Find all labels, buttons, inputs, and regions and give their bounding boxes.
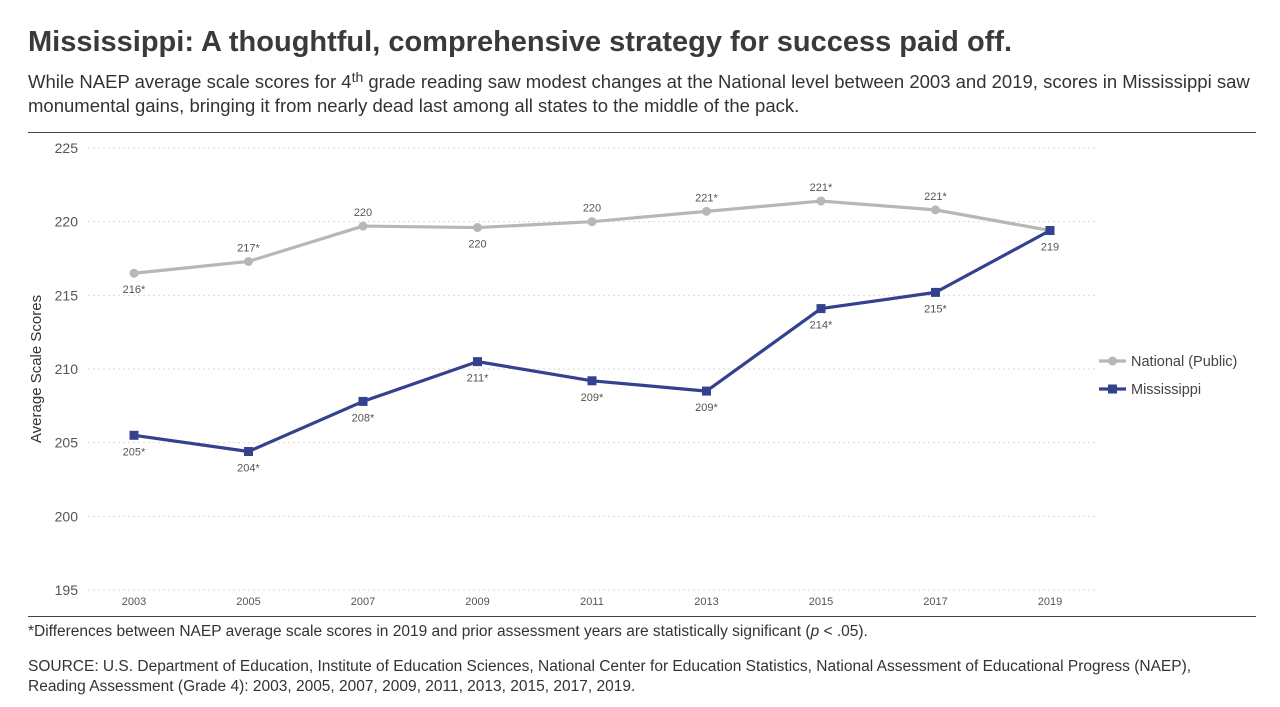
y-tick-label: 205 — [55, 435, 79, 451]
data-point — [931, 205, 940, 215]
y-tick-label: 215 — [55, 287, 79, 303]
significance-note: *Differences between NAEP average scale … — [28, 623, 868, 641]
y-tick-label: 195 — [55, 582, 79, 598]
data-label: 221* — [810, 182, 833, 194]
series-line — [133, 229, 1051, 454]
data-label: 205* — [123, 446, 146, 458]
data-point — [244, 447, 253, 457]
x-tick-label: 2017 — [923, 596, 947, 608]
subtitle-text-2: grade reading saw modest changes at the … — [28, 71, 1250, 116]
source-note: SOURCE: U.S. Department of Education, In… — [28, 658, 1192, 695]
data-point — [358, 396, 368, 406]
data-label: 214* — [810, 320, 833, 332]
note-text-2: < .05). — [819, 623, 868, 640]
y-tick-label: 220 — [55, 214, 79, 230]
data-label: 221* — [695, 192, 718, 204]
data-label: 211* — [467, 373, 490, 385]
data-point — [702, 206, 711, 216]
data-label: 216* — [123, 284, 146, 296]
bottom-divider — [28, 616, 1256, 617]
chart-title: Mississippi: A thoughtful, comprehensive… — [28, 26, 1013, 58]
x-tick-label: 2015 — [809, 596, 833, 608]
data-label: 215* — [924, 303, 947, 315]
data-point — [473, 223, 482, 233]
data-label: 220 — [583, 203, 601, 215]
data-point — [244, 256, 253, 266]
data-label: 220 — [468, 239, 486, 251]
data-label: 209* — [695, 402, 718, 414]
x-tick-label: 2007 — [351, 596, 375, 608]
data-point — [587, 376, 597, 386]
data-point — [473, 357, 482, 367]
data-point — [129, 268, 139, 278]
x-tick-label: 2009 — [465, 596, 489, 608]
data-point — [587, 217, 597, 227]
data-label: 220 — [354, 207, 372, 219]
legend-swatch-marker — [1108, 384, 1117, 394]
data-point — [358, 221, 368, 231]
chart-subtitle: While NAEP average scale scores for 4th … — [28, 70, 1258, 118]
note-p-value: p — [810, 623, 820, 640]
data-label: 204* — [237, 463, 260, 475]
y-tick-label: 210 — [55, 361, 79, 377]
legend-label: National (Public) — [1131, 354, 1237, 370]
data-label: 209* — [581, 392, 604, 404]
y-axis-title: Average Scale Scores — [28, 295, 45, 443]
data-point — [129, 430, 139, 440]
x-tick-label: 2011 — [580, 596, 604, 608]
legend-swatch-marker — [1108, 356, 1117, 366]
data-label: 208* — [352, 412, 375, 424]
data-point — [1045, 226, 1055, 236]
data-point — [702, 386, 711, 396]
y-tick-label: 225 — [55, 140, 79, 156]
y-tick-label: 200 — [55, 508, 79, 524]
x-tick-label: 2013 — [694, 596, 718, 608]
top-divider — [28, 132, 1256, 133]
data-point — [816, 196, 826, 206]
line-chart: 195 200 205 210 215 220 225 2003 2005 2007 2009 201… — [28, 140, 1237, 608]
note-text-1: *Differences between NAEP average scale … — [28, 623, 811, 640]
x-tick-label: 2003 — [122, 596, 146, 608]
x-tick-label: 2005 — [236, 596, 260, 608]
data-label: 221* — [924, 191, 947, 203]
legend-label: Mississippi — [1131, 382, 1201, 398]
x-tick-label: 2019 — [1038, 596, 1062, 608]
data-point — [816, 304, 826, 314]
subtitle-text-1: While NAEP average scale scores for 4 — [28, 71, 352, 92]
data-point — [931, 287, 940, 297]
data-label: 219 — [1041, 242, 1059, 254]
subtitle-superscript: th — [351, 69, 364, 85]
data-label: 217* — [237, 242, 260, 254]
